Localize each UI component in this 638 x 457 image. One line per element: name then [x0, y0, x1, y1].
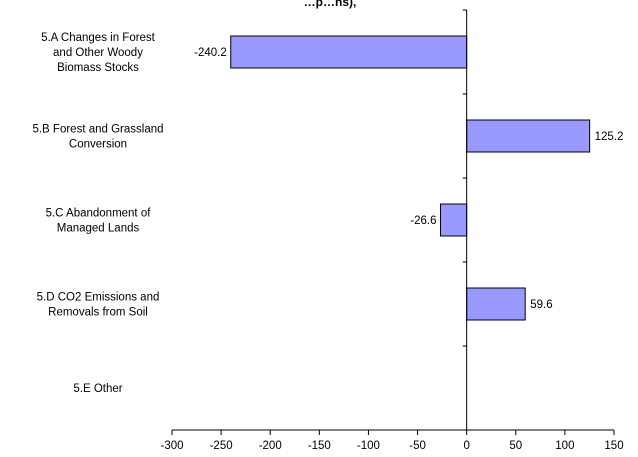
- category-label-line: 5.D CO2 Emissions and: [37, 292, 160, 304]
- data-labels: -240.2 125.2 -26.6 59.6: [194, 47, 623, 311]
- x-tick-label: -300: [160, 440, 183, 452]
- x-tick-label: 150: [604, 440, 623, 452]
- bar: [440, 203, 468, 237]
- category-label-line: 5.A Changes in Forest: [41, 32, 156, 44]
- x-tick-label: 50: [509, 440, 522, 452]
- category-label-line: Biomass Stocks: [57, 62, 139, 74]
- x-tick-label: -100: [357, 440, 380, 452]
- category-label-line: Removals from Soil: [48, 307, 148, 319]
- category-label-line: 5.E Other: [73, 383, 122, 395]
- category-label: 5.C Abandonment of Managed Lands: [46, 208, 152, 235]
- x-tick-label: -250: [210, 440, 233, 452]
- x-tick-label: -50: [409, 440, 426, 452]
- data-label: 125.2: [595, 131, 624, 143]
- x-tick-label: 0: [463, 440, 469, 452]
- data-label: -26.6: [410, 215, 436, 227]
- data-label: 59.6: [530, 299, 552, 311]
- category-label: 5.A Changes in Forest and Other Woody Biom…: [41, 32, 156, 74]
- x-tick-label: -200: [259, 440, 282, 452]
- category-label: 5.B Forest and Grassland Conversion: [32, 124, 163, 151]
- bar: [466, 119, 591, 153]
- bar: [466, 287, 526, 321]
- bars: [230, 35, 591, 321]
- category-label-line: and Other Woody: [53, 47, 143, 59]
- x-tick-label: 100: [555, 440, 574, 452]
- x-axis-ticks: -300 -250 -200 -150 -100 -50 0 50 100 150: [160, 430, 624, 452]
- data-label: -240.2: [194, 47, 227, 59]
- x-tick-label: -150: [308, 440, 331, 452]
- axes: [172, 9, 614, 431]
- category-label: 5.E Other: [73, 383, 122, 395]
- category-label: 5.D CO2 Emissions and Removals from Soil: [37, 292, 160, 319]
- bar: [230, 35, 468, 69]
- category-labels: 5.A Changes in Forest and Other Woody Biom…: [32, 32, 163, 395]
- category-label-line: Conversion: [69, 139, 127, 151]
- category-label-line: 5.C Abandonment of: [46, 208, 152, 220]
- chart-title: …p…ns),: [304, 0, 357, 9]
- category-label-line: Managed Lands: [57, 223, 140, 235]
- category-label-line: 5.B Forest and Grassland: [32, 124, 163, 136]
